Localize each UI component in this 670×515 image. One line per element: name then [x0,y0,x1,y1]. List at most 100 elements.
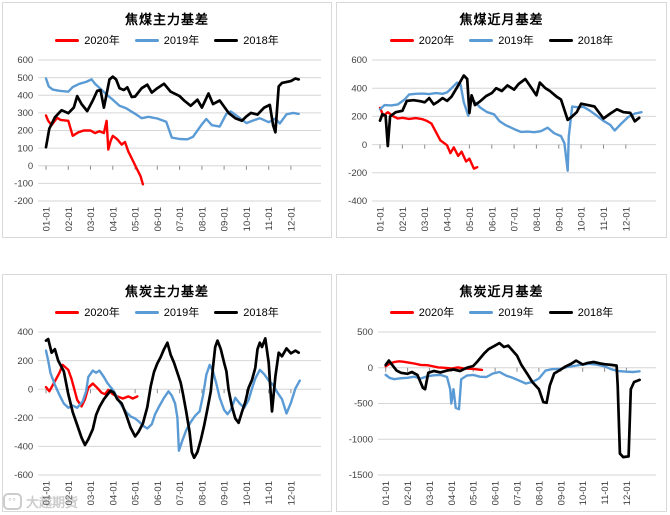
x-tick-label: 03-01 [86,481,97,505]
y-tick-label: 200 [351,112,367,123]
chart-panel-coking-coal-near-month-basis: 焦煤近月基差 2020年 2019年 2018年 600 400 200 0 -200 -40… [336,2,667,238]
chart-title: 焦炭近月基差 [459,284,544,299]
x-tick-label: 08-01 [197,207,208,231]
y-tick-label: 300 [17,108,33,119]
legend-line-swatch [469,310,494,314]
y-tick-label: 100 [17,143,33,154]
y-tick-label: 600 [351,55,367,66]
x-tick-label: 01-01 [381,481,392,505]
legend-line-swatch [389,310,414,314]
x-tick-label: 05-01 [469,481,480,505]
legend-label: 2018年 [577,307,614,319]
x-tick-label: 11-01 [599,207,610,231]
legend-label: 2020年 [84,35,120,47]
legend-label: 2020年 [418,307,455,319]
x-tick-label: 08-01 [197,481,208,505]
x-tick-label: 11-01 [600,481,611,505]
legend-item: 2018年 [548,304,614,320]
x-tick-label: 01-01 [42,481,53,505]
x-tick-label: 07-01 [175,481,186,505]
chart-legend: 2020年 2019年 2018年 [337,302,666,322]
legend-item: 2020年 [389,304,455,320]
x-tick-label: 11-01 [264,481,275,505]
y-tick-label: 0 [28,384,33,395]
watermark-logo-icon: °° [3,493,22,510]
x-tick-label: 06-01 [153,207,164,231]
y-tick-label: 600 [17,55,33,66]
x-tick-label: 03-01 [86,207,97,231]
series-line-2020年 [44,114,145,186]
chart-canvas: 500 0 -500 -1000 -1500 01-01 02-01 03-01 04-01 05… [349,327,656,505]
chart-panel-coke-near-month-basis: 焦炭近月基差 2020年 2019年 2018年 500 0 -500 -1000 -150… [336,274,667,512]
x-tick-label: 10-01 [577,207,588,231]
legend-line-swatch [389,38,414,42]
series-line-2019年 [44,349,301,452]
y-tick-label: -200 [14,413,33,424]
series-line-2020年 [378,106,479,170]
chart-canvas: 600 500 400 300 200 100 0 -100 -200 01-01 02-01 03-… [14,55,321,231]
x-tick-label: 08-01 [534,481,545,505]
x-tick-label: 09-01 [554,207,565,231]
x-tick-label: 02-01 [64,207,75,231]
y-tick-label: -200 [14,196,33,207]
legend-line-swatch [548,310,573,314]
x-tick-label: 10-01 [242,207,253,231]
chart-legend: 2020年 2019年 2018年 [3,30,331,50]
legend-line-swatch [214,310,239,314]
y-tick-label: 400 [351,83,367,94]
legend-label: 2020年 [418,35,455,47]
chart-panel-coking-coal-main-basis: 焦煤主力基差 2020年 2019年 2018年 600 500 400 300 200 10… [2,2,332,238]
legend-item: 2018年 [548,32,614,48]
legend-label: 2018年 [243,35,279,47]
x-tick-label: 10-01 [242,481,253,505]
y-tick-label: -200 [348,168,367,179]
x-tick-label: 10-01 [578,481,589,505]
x-tick-label: 02-01 [403,481,414,505]
legend-item: 2019年 [469,304,534,320]
y-tick-label: -400 [348,196,367,207]
legend-label: 2019年 [498,307,534,319]
x-tick-label: 04-01 [443,207,454,231]
x-tick-label: 06-01 [153,481,164,505]
legend-label: 2019年 [163,35,200,47]
x-tick-label: 05-01 [131,207,142,231]
legend-label: 2018年 [577,35,614,47]
legend-line-swatch [134,38,159,42]
x-tick-label: 06-01 [491,481,502,505]
series-line-2019年 [44,77,300,141]
chart-title: 焦煤主力基差 [124,12,209,27]
legend-line-swatch [55,38,80,42]
y-tick-label: 500 [17,73,33,84]
legend-item: 2020年 [55,304,120,320]
y-tick-label: -1500 [349,470,373,481]
chart-legend: 2020年 2019年 2018年 [337,30,666,50]
x-tick-label: 03-01 [420,207,431,231]
series-line-2018年 [378,74,641,148]
legend-line-swatch [134,310,159,314]
x-tick-label: 07-01 [175,207,186,231]
series-line-2018年 [384,341,641,459]
x-tick-label: 01-01 [376,207,387,231]
legend-label: 2019年 [498,35,534,47]
x-tick-label: 05-01 [131,481,142,505]
x-tick-label: 09-01 [556,481,567,505]
legend-item: 2020年 [55,32,120,48]
watermark: °° 大越期货 [3,492,78,511]
legend-item: 2018年 [214,32,279,48]
chart-title: 焦炭主力基差 [124,284,209,299]
x-tick-label: 06-01 [487,207,498,231]
chart-legend: 2020年 2019年 2018年 [3,302,331,322]
legend-line-swatch [55,310,80,314]
y-tick-label: 0 [368,363,373,374]
legend-item: 2019年 [134,304,199,320]
y-tick-label: 400 [17,327,33,338]
legend-line-swatch [548,38,573,42]
y-tick-label: 0 [28,161,33,172]
x-tick-label: 09-01 [220,207,231,231]
series-line-2018年 [44,337,301,460]
y-tick-label: 500 [357,327,373,338]
x-tick-label: 05-01 [465,207,476,231]
y-tick-label: 400 [17,91,33,102]
x-tick-label: 02-01 [398,207,409,231]
legend-label: 2020年 [84,307,120,319]
